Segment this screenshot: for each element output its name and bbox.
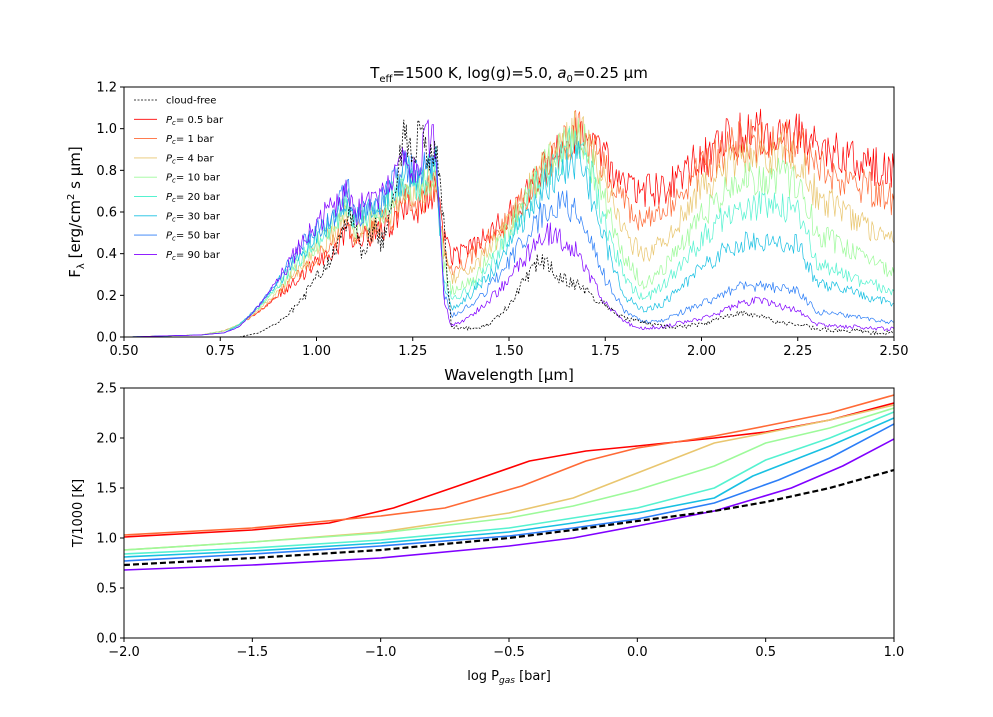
bottom-y-ticks: 0.0 0.5 1.0 1.5 2.0 2.5: [96, 382, 124, 647]
top-y-tick-label: 1.2: [96, 81, 117, 96]
bottom-series-0-5-bar: [124, 402, 894, 538]
legend-label-1-bar: Pc= 1 bar: [166, 134, 214, 146]
bottom-series-1-bar: [124, 394, 894, 536]
bottom-x-ticks: −2.0 −1.5 −1.0 −0.5 0.0 0.5 1.0: [108, 638, 904, 660]
bottom-y-tick-label: 0.0: [96, 632, 117, 647]
top-y-tick-label: 1.0: [96, 122, 117, 137]
top-x-tick-label: 1.25: [398, 344, 427, 359]
top-series-4-bar: [124, 110, 894, 337]
bottom-x-tick-label: −2.0: [108, 645, 140, 660]
bottom-x-tick-label: 1.0: [884, 645, 905, 660]
legend-label-30-bar: Pc= 30 bar: [166, 211, 221, 223]
bottom-series-30-bar: [124, 417, 894, 558]
bottom-series-90-bar: [124, 438, 894, 571]
bottom-series-20-bar: [124, 411, 894, 555]
top-plot-area: [124, 108, 894, 337]
bottom-x-axis-label: log Pgas [bar]: [467, 669, 551, 686]
top-x-tick-label: 0.75: [206, 344, 235, 359]
top-axes-frame: [123, 86, 895, 338]
bottom-plot-area: [124, 394, 894, 571]
top-x-tick-label: 2.25: [783, 344, 812, 359]
legend-label-4-bar: Pc= 4 bar: [166, 153, 214, 165]
bottom-series-10-bar: [124, 407, 894, 551]
bottom-y-tick-label: 1.0: [96, 532, 117, 547]
bottom-x-tick-label: −1.0: [365, 645, 397, 660]
bottom-series-cloud-free: [124, 468, 894, 567]
bottom-y-axis-label: T/1000 [K]: [71, 479, 86, 548]
top-y-tick-label: 0.0: [96, 331, 117, 346]
bottom-x-tick-label: −0.5: [493, 645, 525, 660]
top-x-tick-label: 0.50: [110, 344, 139, 359]
bottom-y-tick-label: 1.5: [96, 482, 117, 497]
top-y-tick-label: 0.6: [96, 206, 117, 221]
top-x-ticks: 0.50 0.75 1.00 1.25 1.50 1.75 2.00 2.25 2.50: [110, 337, 909, 359]
bottom-x-tick-label: −1.5: [237, 645, 269, 660]
bottom-x-tick-label: 0.5: [755, 645, 776, 660]
bottom-x-tick-label: 0.0: [627, 645, 648, 660]
top-series-cloud-free: [124, 119, 894, 337]
legend-label-90-bar: Pc= 90 bar: [166, 250, 221, 262]
legend-label-0-5-bar: Pc= 0.5 bar: [166, 115, 224, 127]
legend-label-cloud-free: cloud-free: [166, 96, 216, 107]
top-x-tick-label: 2.50: [880, 344, 909, 359]
top-y-tick-label: 0.8: [96, 164, 117, 179]
top-y-tick-label: 0.2: [96, 289, 117, 304]
top-x-tick-label: 2.00: [687, 344, 716, 359]
top-y-tick-label: 0.4: [96, 247, 117, 262]
bottom-y-tick-label: 0.5: [96, 582, 117, 597]
legend-label-10-bar: Pc= 10 bar: [166, 173, 221, 185]
top-x-tick-label: 1.75: [591, 344, 620, 359]
legend: cloud-free Pc= 0.5 bar Pc= 1 bar Pc= 4 bar P…: [134, 96, 224, 262]
bottom-y-tick-label: 2.5: [96, 382, 117, 397]
top-chart-title: Teff=1500 K, log(g)=5.0, a0=0.25 μm: [369, 64, 648, 85]
top-y-axis-label: Fλ [erg/cm2 s μm]: [66, 146, 87, 277]
top-x-tick-label: 1.50: [495, 344, 524, 359]
top-series-30-bar: [124, 140, 894, 337]
top-y-ticks: 0.0 0.2 0.4 0.6 0.8 1.0 1.2: [96, 81, 124, 346]
legend-label-20-bar: Pc= 20 bar: [166, 192, 221, 204]
top-series-90-bar: [124, 119, 894, 337]
bottom-axes-frame: [123, 387, 895, 639]
legend-label-50-bar: Pc= 50 bar: [166, 231, 221, 243]
bottom-series-50-bar: [124, 423, 894, 562]
top-x-axis-label: Wavelength [μm]: [444, 366, 574, 384]
top-x-tick-label: 1.00: [302, 344, 331, 359]
bottom-y-tick-label: 2.0: [96, 432, 117, 447]
